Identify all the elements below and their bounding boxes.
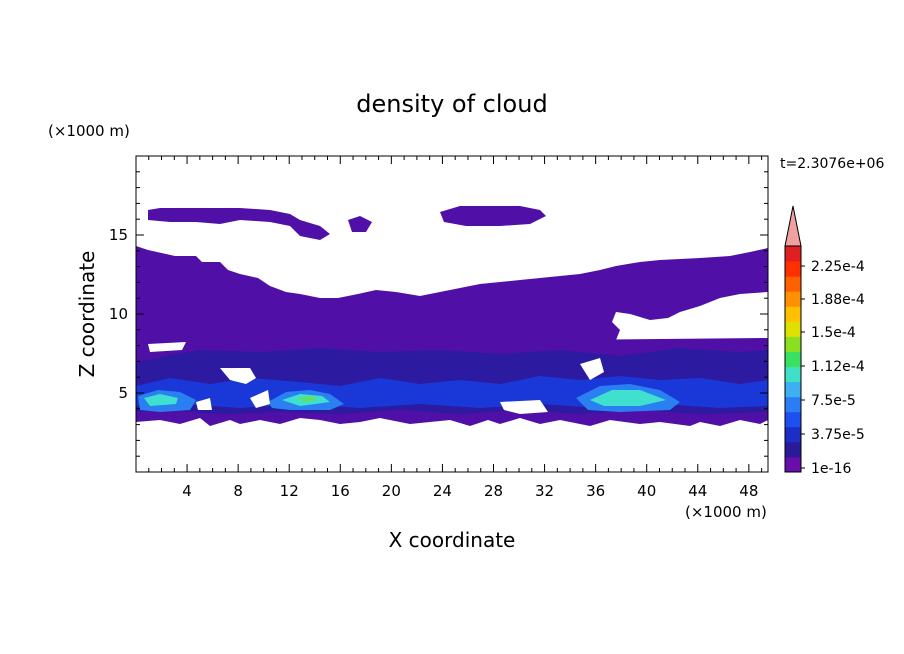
- field-core-right-cyan: [590, 390, 666, 406]
- x-tick-label: 40: [637, 482, 656, 500]
- colorbar-swatch: [785, 396, 801, 413]
- field-upper-cap-right: [440, 206, 546, 226]
- field-core-mid-green: [298, 396, 318, 402]
- x-tick-label: 48: [739, 482, 758, 500]
- colorbar-label: 2.25e-4: [811, 259, 865, 275]
- colorbar: 2.25e-4 1.88e-4 1.5e-4 1.12e-4 7.5e-5 3.75e-5…: [784, 205, 865, 477]
- y-unit-label: (×1000 m): [48, 122, 130, 140]
- field-upper-cap-small: [348, 216, 372, 232]
- x-tick-label: 28: [484, 482, 503, 500]
- colorbar-label: 7.5e-5: [811, 393, 856, 409]
- colorbar-label: 1.88e-4: [811, 292, 865, 308]
- colorbar-swatch: [785, 246, 801, 262]
- x-tick-label: 24: [433, 482, 452, 500]
- y-tick-label: 10: [109, 305, 128, 323]
- y-tick-label: 15: [109, 226, 128, 244]
- x-tick-label: 44: [688, 482, 707, 500]
- x-tick-label: 36: [586, 482, 605, 500]
- colorbar-label: 1.5e-4: [811, 325, 856, 341]
- x-unit-label: (×1000 m): [685, 503, 767, 521]
- field-base-layer: [136, 246, 768, 352]
- field-gap-3: [250, 390, 270, 408]
- x-ticks: 4 8 12 16 20 24 28 32 36 40 44 48: [148, 156, 763, 500]
- colorbar-swatch: [785, 321, 801, 337]
- x-tick-label: 8: [233, 482, 243, 500]
- field-gap-2: [220, 368, 256, 384]
- colorbar-label: 1e-16: [811, 461, 851, 477]
- field-core-left-cyan: [144, 394, 178, 406]
- x-tick-label: 4: [182, 482, 192, 500]
- colorbar-swatch: [785, 306, 801, 322]
- colorbar-swatch: [785, 456, 801, 473]
- x-axis-label: X coordinate: [389, 528, 516, 552]
- field-gap-6: [196, 398, 212, 410]
- field-upper-cap-left: [148, 208, 330, 240]
- colorbar-swatch: [785, 351, 801, 368]
- colorbar-label: 1.12e-4: [811, 359, 865, 375]
- y-axis-label: Z coordinate: [75, 251, 99, 378]
- colorbar-swatch: [785, 276, 801, 292]
- x-tick-label: 12: [280, 482, 299, 500]
- y-tick-label: 5: [118, 384, 128, 402]
- x-tick-label: 16: [331, 482, 350, 500]
- chart-title: density of cloud: [356, 90, 547, 118]
- colorbar-extend-arrow: [784, 205, 802, 247]
- colorbar-swatch: [785, 291, 801, 307]
- x-tick-label: 32: [535, 482, 554, 500]
- field-gap-4: [500, 400, 548, 414]
- colorbar-swatch: [785, 336, 801, 352]
- colorbar-swatch: [785, 441, 801, 458]
- colorbar-swatch: [785, 366, 801, 383]
- colorbar-swatch: [785, 411, 801, 428]
- field-gap-5: [580, 358, 604, 380]
- x-tick-label: 20: [382, 482, 401, 500]
- y-ticks: 5 10 15: [109, 171, 768, 457]
- cloud-density-field: [136, 206, 768, 426]
- colorbar-swatch: [785, 261, 801, 277]
- field-gap-1: [148, 342, 186, 352]
- colorbar-swatch: [785, 426, 801, 443]
- time-label: t=2.3076e+06: [780, 156, 884, 172]
- colorbar-swatch: [785, 381, 801, 398]
- colorbar-label: 3.75e-5: [811, 427, 865, 443]
